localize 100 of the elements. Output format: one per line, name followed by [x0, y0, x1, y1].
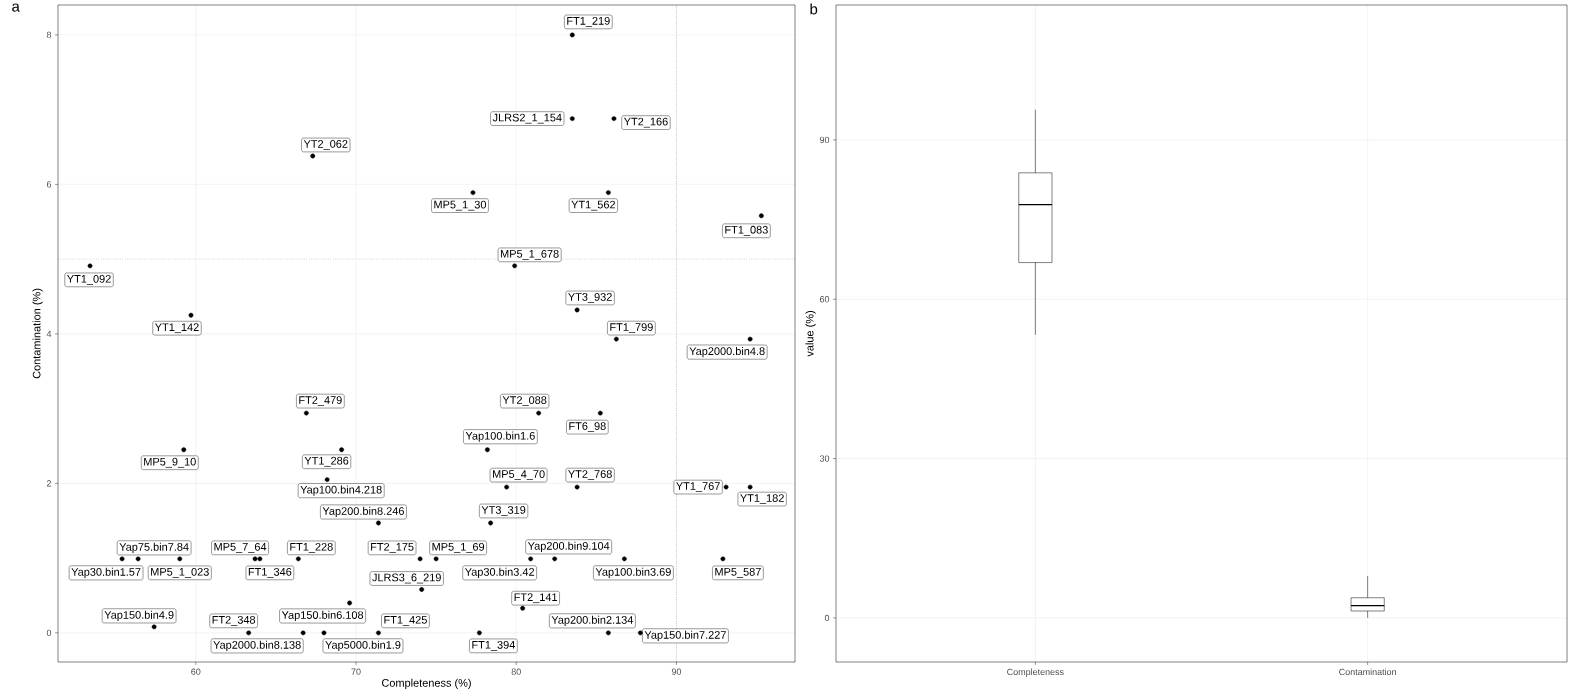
annotation: YT1_286 — [304, 456, 349, 467]
annotation: Yap30.bin1.57 — [71, 567, 141, 578]
annotation: YT1_767 — [676, 482, 720, 493]
point — [310, 153, 316, 159]
point — [613, 336, 619, 342]
y-tick-label: 60 — [819, 296, 830, 303]
point — [177, 556, 183, 562]
point — [339, 447, 344, 453]
point — [252, 556, 258, 562]
annotation: Yap150.bin7.227 — [644, 630, 726, 641]
point — [512, 263, 518, 269]
annotation: FT1_228 — [290, 542, 333, 553]
point — [569, 32, 575, 38]
point — [188, 312, 194, 318]
point — [488, 520, 493, 526]
point — [151, 624, 157, 630]
annotation: Yap200.bin8.246 — [322, 506, 404, 518]
annotation: FT1_346 — [248, 567, 292, 578]
annotation: MP5_1_023 — [151, 567, 209, 578]
point — [135, 556, 141, 562]
annotation: FT1_425 — [384, 615, 427, 626]
annotation: YT2_088 — [502, 396, 547, 407]
y-tick-label: 90 — [819, 136, 830, 144]
point — [536, 410, 542, 416]
point — [476, 630, 482, 636]
point — [637, 630, 643, 636]
annotation: Yap200.bin9.104 — [527, 541, 610, 552]
annotation: Yap150.bin6.108 — [281, 610, 364, 622]
annotation: MP5_4_70 — [493, 470, 545, 480]
y-axis-title: value (%) — [805, 311, 816, 357]
point — [747, 484, 753, 490]
point — [300, 630, 306, 636]
chart-title: b — [810, 3, 818, 15]
annotation: FT1_799 — [610, 323, 653, 334]
annotation: Yap100.bin3.69 — [595, 567, 671, 578]
annotation: MP5_9_10 — [144, 457, 196, 468]
y-axis-title: Contamination (%) — [32, 288, 43, 379]
annotation: MP5_1_30 — [434, 200, 487, 211]
y-tick-label: 0 — [46, 629, 52, 637]
annotation: Yap2000.bin8.138 — [213, 640, 301, 651]
y-tick-label: 4 — [46, 330, 52, 337]
annotation: MP5_1_69 — [432, 542, 485, 553]
annotation: YT1_562 — [571, 200, 616, 211]
point — [347, 600, 352, 606]
point — [433, 556, 439, 562]
annotation: FT1_083 — [725, 225, 768, 236]
annotation: FT1_219 — [567, 16, 610, 27]
x-tick-label: 90 — [671, 668, 682, 675]
point — [597, 410, 603, 416]
chart-title: a — [12, 3, 20, 12]
point — [569, 116, 575, 121]
x-tick-label: Completeness — [1007, 668, 1064, 677]
point — [720, 556, 726, 562]
x-tick-label: 80 — [511, 668, 521, 675]
point — [605, 190, 611, 195]
annotation: JLRS3_6_219 — [372, 573, 441, 584]
point — [470, 190, 476, 195]
annotation: Yap200.bin2.134 — [551, 615, 634, 626]
point — [295, 556, 301, 562]
point — [303, 410, 309, 416]
point — [520, 605, 526, 611]
point — [417, 556, 423, 562]
annotation: YT1_182 — [740, 494, 784, 505]
y-tick-label: 8 — [46, 31, 52, 39]
annotation: YT1_142 — [154, 323, 199, 334]
point — [324, 477, 330, 483]
annotation: Yap100.bin1.6 — [465, 431, 535, 442]
point — [484, 447, 490, 453]
point — [376, 630, 381, 636]
annotation: YT3_319 — [481, 506, 526, 516]
annotation: Yap100.bin4.218 — [300, 485, 382, 496]
annotation: MP5_7_64 — [214, 542, 267, 553]
point — [758, 213, 764, 219]
annotation: Yap5000.bin1.9 — [325, 640, 401, 651]
annotation: MP5_1_678 — [500, 249, 559, 260]
annotation: YT3_932 — [568, 293, 612, 303]
point — [246, 630, 252, 636]
annotation: FT6_98 — [569, 422, 606, 433]
point — [574, 307, 580, 313]
point — [321, 630, 327, 636]
point — [621, 556, 627, 562]
point — [747, 336, 753, 342]
point — [119, 556, 125, 562]
annotation: FT2_175 — [371, 542, 414, 553]
point — [181, 447, 187, 453]
annotation: FT2_141 — [514, 593, 558, 604]
annotation: YT2_166 — [623, 117, 668, 128]
point — [552, 556, 558, 562]
point — [574, 484, 580, 490]
point — [376, 520, 381, 526]
annotation: JLRS2_1_154 — [492, 113, 562, 124]
annotation: Yap75.bin7.84 — [119, 542, 189, 553]
y-tick-label: 0 — [824, 614, 830, 622]
annotation: FT1_394 — [472, 640, 515, 651]
point — [723, 484, 729, 490]
x-axis-title: Completeness (%) — [381, 678, 471, 689]
x-tick-label: 60 — [191, 668, 201, 675]
point — [605, 630, 611, 636]
annotation: Yap150.bin4.9 — [104, 610, 174, 621]
point — [419, 587, 425, 592]
